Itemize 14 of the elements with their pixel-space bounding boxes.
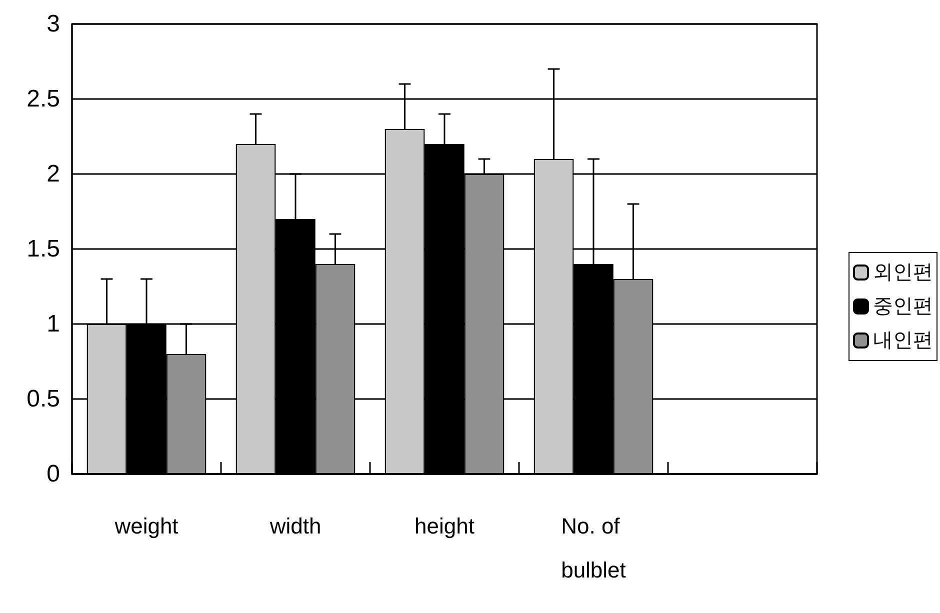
y-tick-label: 3 <box>46 10 60 38</box>
y-tick-label: 1 <box>46 310 60 338</box>
y-tick-label: 2.5 <box>26 86 60 112</box>
y-tick-label: 0 <box>46 460 60 488</box>
y-tick-label: 2 <box>46 160 60 188</box>
y-tick-label: 1.5 <box>26 236 60 262</box>
legend-label: 외인편 <box>873 262 933 284</box>
x-tick-label: weight <box>114 514 178 538</box>
legend-label: 중인편 <box>873 296 933 318</box>
legend-label: 내인편 <box>873 330 933 352</box>
y-tick-label: 0.5 <box>26 386 60 412</box>
x-tick-label: No. of bulblet <box>561 514 626 582</box>
x-tick-label: width <box>268 514 322 538</box>
x-tick-label: height <box>414 514 474 538</box>
